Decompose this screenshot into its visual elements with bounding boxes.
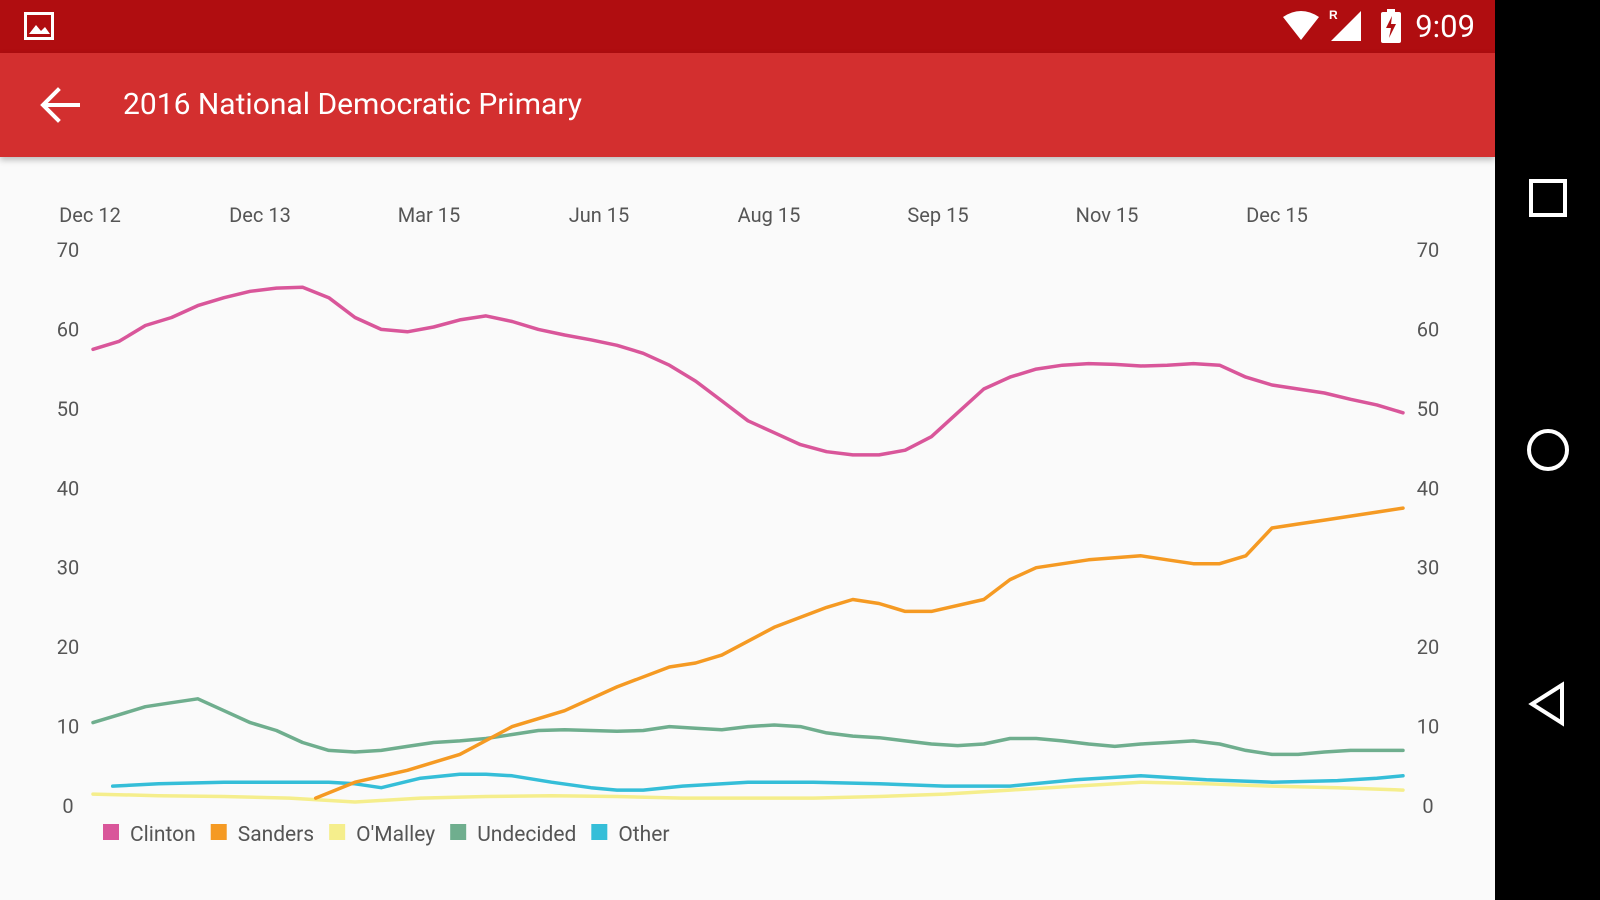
x-tick-label: Aug 15 [738, 203, 801, 227]
back-button[interactable] [36, 83, 86, 127]
recents-button[interactable] [1522, 172, 1574, 224]
back-triangle-icon [1528, 681, 1564, 727]
legend-swatch [450, 824, 467, 840]
y-tick-label-right: 0 [1422, 794, 1433, 818]
legend-label: Undecided [477, 823, 576, 847]
series-line-omalley [91, 780, 1405, 804]
svg-text:R: R [1329, 8, 1338, 22]
page-title: 2016 National Democratic Primary [123, 87, 582, 122]
y-tick-label-right: 20 [1417, 635, 1439, 659]
y-tick-label-right: 10 [1417, 715, 1439, 739]
series-line-other [110, 772, 1405, 792]
x-tick-label: Jun 15 [569, 203, 630, 227]
y-tick-label-left: 40 [57, 476, 79, 500]
x-tick-label: Mar 15 [398, 203, 461, 227]
y-tick-label-left: 70 [57, 238, 79, 262]
x-tick-label: Nov 15 [1076, 203, 1139, 227]
poll-line-chart: Dec 12 Dec 13 Mar 15 Jun 15 Aug 15 Sep 15 Nov … [57, 203, 1439, 847]
home-button[interactable] [1522, 424, 1574, 476]
app-screen: R 9:09 2016 National Democratic Primary … [0, 0, 1495, 900]
y-tick-label-left: 30 [57, 556, 79, 580]
y-tick-label-left: 10 [57, 715, 79, 739]
series-line-clinton [91, 285, 1405, 457]
chart-legend: Clinton Sanders O'Malley Undecided Other [103, 823, 669, 847]
y-tick-label-left: 20 [57, 635, 79, 659]
legend-label: O'Malley [356, 823, 435, 847]
legend-swatch [591, 824, 608, 840]
legend-swatch [329, 824, 346, 840]
wifi-icon [1283, 11, 1319, 40]
signal-roaming-icon: R [1329, 8, 1361, 41]
legend-label: Sanders [238, 823, 314, 847]
battery-charging-icon [1381, 9, 1401, 43]
legend-label: Other [618, 823, 669, 847]
y-axis-left-ticks: 0 10 20 30 40 50 60 70 [57, 238, 79, 818]
series-line-undecided [91, 697, 1405, 757]
series-line-sanders [313, 506, 1405, 800]
app-bar: 2016 National Democratic Primary [0, 53, 1495, 157]
recents-square-icon [1529, 179, 1567, 217]
y-axis-right-ticks: 0 10 20 30 40 50 60 70 [1417, 238, 1439, 818]
legend-swatch [210, 824, 227, 840]
y-tick-label-right: 60 [1417, 317, 1439, 341]
home-circle-icon [1527, 429, 1569, 471]
x-tick-label: Sep 15 [907, 203, 968, 227]
y-tick-label-right: 50 [1417, 397, 1439, 421]
arrow-back-icon [40, 87, 80, 123]
series-lines [91, 285, 1405, 804]
status-bar: R 9:09 [0, 0, 1495, 53]
image-icon [24, 12, 54, 40]
y-tick-label-left: 60 [57, 317, 79, 341]
y-tick-label-right: 40 [1417, 476, 1439, 500]
y-tick-label-left: 0 [62, 794, 73, 818]
x-tick-label: Dec 13 [229, 203, 291, 227]
x-tick-label: Dec 15 [1246, 203, 1308, 227]
legend-label: Clinton [130, 823, 196, 847]
x-tick-label: Dec 12 [59, 203, 121, 227]
y-tick-label-left: 50 [57, 397, 79, 421]
system-nav-bar [1495, 0, 1600, 900]
y-tick-label-right: 70 [1417, 238, 1439, 262]
nav-back-button[interactable] [1522, 678, 1574, 730]
legend-swatch [103, 824, 119, 840]
status-time: 9:09 [1415, 8, 1475, 45]
x-axis-ticks: Dec 12 Dec 13 Mar 15 Jun 15 Aug 15 Sep 15 Nov … [59, 203, 1308, 227]
y-tick-label-right: 30 [1417, 556, 1439, 580]
